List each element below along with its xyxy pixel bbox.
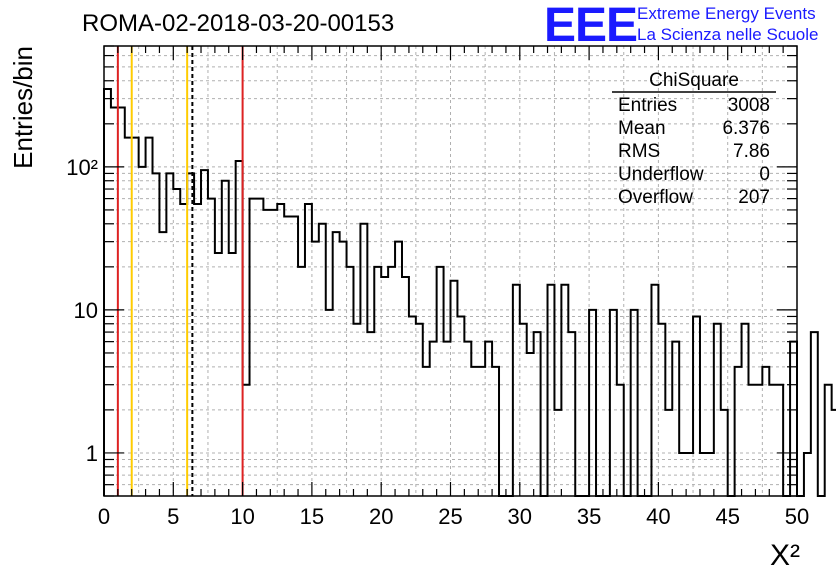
stats-value: 7.86: [733, 141, 770, 162]
stats-label: Entries: [618, 95, 677, 116]
stats-box: ChiSquare Entries 3008 Mean 6.376 RMS 7.86 Unde…: [612, 70, 776, 208]
stats-title: ChiSquare: [649, 70, 739, 91]
histogram-outline: [103, 88, 836, 497]
x-tick-label: 0: [98, 504, 110, 529]
stats-value: 6.376: [722, 118, 770, 139]
x-tick-label: 35: [577, 504, 601, 529]
y-tick-label: 10²: [66, 155, 98, 180]
y-tick-label: 1: [86, 441, 98, 466]
stats-label: Mean: [618, 118, 666, 139]
histogram-bars: [103, 88, 836, 497]
x-tick-label: 5: [167, 504, 179, 529]
stats-value: 207: [738, 187, 770, 208]
x-tick-label: 40: [646, 504, 670, 529]
x-tick-label: 45: [715, 504, 739, 529]
stats-value: 3008: [728, 95, 770, 116]
stats-value: 0: [759, 164, 770, 185]
eee-logo: EEE: [544, 0, 638, 52]
logo-tagline-2: La Scienza nelle Scuole: [637, 25, 819, 44]
x-axis-label: X²: [770, 539, 800, 572]
x-tick-label: 30: [508, 504, 532, 529]
x-tick-label: 15: [300, 504, 324, 529]
x-tick-label: 25: [438, 504, 462, 529]
x-tick-label: 10: [230, 504, 254, 529]
stats-label: RMS: [618, 141, 660, 162]
stats-label: Overflow: [618, 187, 693, 208]
x-tick-label: 50: [785, 504, 809, 529]
logo-tagline-1: Extreme Energy Events: [637, 4, 816, 23]
stats-label: Underflow: [618, 164, 704, 185]
y-axis-label: Entries/bin: [8, 46, 38, 169]
marker-lines: [116, 46, 244, 496]
y-tick-label: 10: [74, 298, 98, 323]
run-title: ROMA-02-2018-03-20-00153: [82, 10, 395, 37]
x-tick-label: 20: [369, 504, 393, 529]
axis-ticks: 0 5 10 15 20 25 30 35 40 45 50 1 10 10²: [66, 45, 809, 529]
